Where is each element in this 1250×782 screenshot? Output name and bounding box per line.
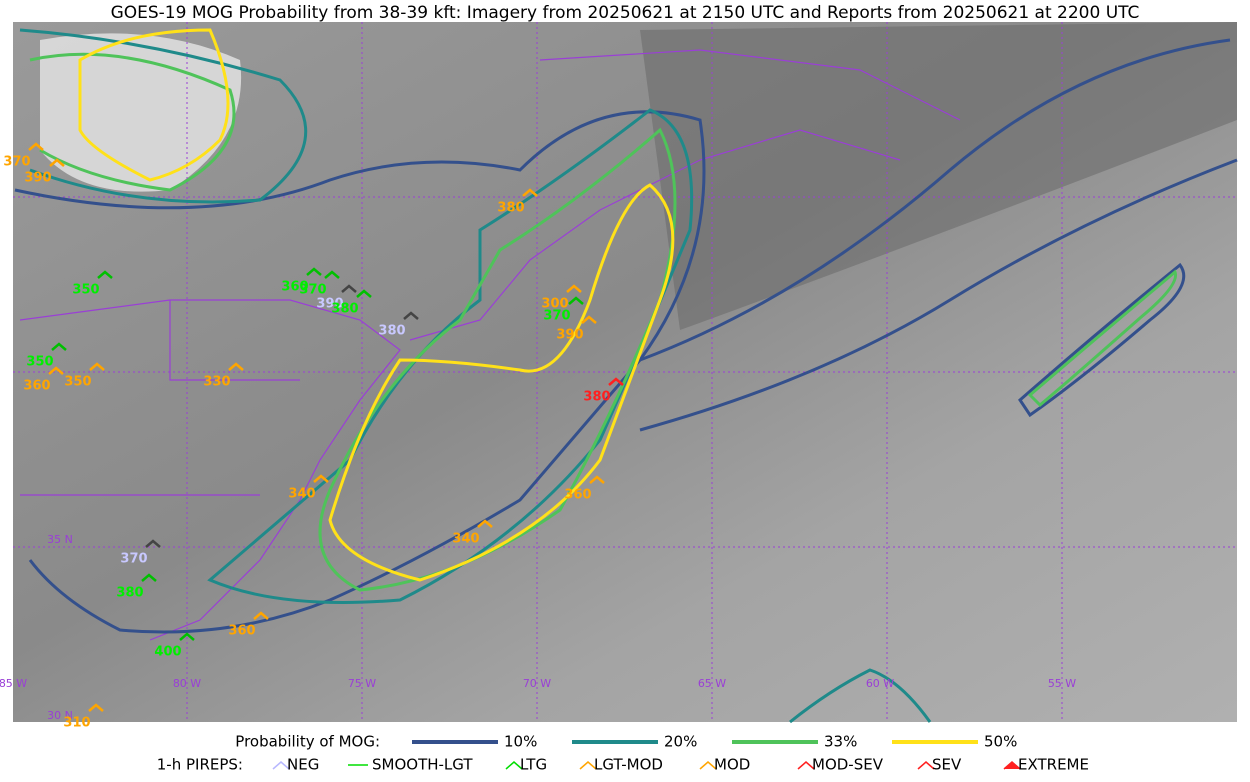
pirep-symbol <box>228 362 244 371</box>
pirep-symbol <box>608 377 624 386</box>
lat-label: 35 N <box>47 533 73 546</box>
pirep-label: 330 <box>203 375 230 390</box>
pirep-symbol <box>477 519 493 528</box>
legend-label: MOD <box>714 756 750 774</box>
lon-label: 85 W <box>0 677 27 690</box>
pirep-label: 340 <box>288 487 315 502</box>
legend-title: 1-h PIREPS: <box>157 756 243 774</box>
pirep-symbol <box>145 539 161 548</box>
pirep-label: 370 <box>299 283 326 298</box>
pirep-symbol <box>88 703 104 712</box>
pirep-label: 380 <box>497 201 524 216</box>
legend-symbol <box>272 761 290 770</box>
pirep-symbol <box>356 289 372 298</box>
legend-symbol <box>579 761 597 770</box>
pirep-label: 390 <box>316 297 343 312</box>
pirep-symbol <box>28 142 44 151</box>
legend-symbol <box>1003 761 1021 770</box>
lon-label: 70 W <box>523 677 551 690</box>
legend-label: NEG <box>287 756 319 774</box>
legend-label: 33% <box>824 733 857 751</box>
lon-label: 65 W <box>698 677 726 690</box>
pirep-symbol <box>341 284 357 293</box>
pirep-label: 380 <box>116 586 143 601</box>
legend-label: SEV <box>932 756 962 774</box>
lon-label: 55 W <box>1048 677 1076 690</box>
legend-label: 20% <box>664 733 697 751</box>
pirep-symbol <box>141 573 157 582</box>
legend-symbol <box>699 761 717 770</box>
legend-symbol <box>797 761 815 770</box>
map: 85 W 80 W 75 W 70 W 65 W 60 W 55 W 35 N 30 N 370… <box>0 22 1238 731</box>
legend-label: EXTREME <box>1018 756 1089 774</box>
pirep-label: 360 <box>23 379 50 394</box>
pirep-symbol <box>581 315 597 324</box>
pirep-symbol <box>49 158 65 167</box>
pirep-label: 350 <box>72 283 99 298</box>
pirep-symbol <box>253 611 269 620</box>
pirep-label: 370 <box>543 309 570 324</box>
pirep-symbol <box>313 474 329 483</box>
pirep-symbol <box>522 188 538 197</box>
pirep-symbol <box>324 270 340 279</box>
pirep-label: 360 <box>564 488 591 503</box>
legend-label: SMOOTH-LGT <box>372 756 473 774</box>
pirep-symbol <box>403 311 419 320</box>
pirep-label: 360 <box>281 280 308 295</box>
pirep-label: 380 <box>583 390 610 405</box>
pirep-symbol <box>97 270 113 279</box>
pirep-label: 350 <box>64 375 91 390</box>
legend-title: Probability of MOG: <box>235 733 380 751</box>
pirep-label: 360 <box>228 624 255 639</box>
lat-label: 30 N <box>47 709 73 722</box>
pirep-label: 380 <box>331 302 358 317</box>
pirep-symbol <box>89 362 105 371</box>
legend-symbol <box>917 761 935 770</box>
pirep-label: 370 <box>3 155 30 170</box>
legend-symbol <box>505 761 523 770</box>
title: GOES-19 MOG Probability from 38-39 kft: … <box>111 3 1140 23</box>
legend-label: 10% <box>504 733 537 751</box>
coastlines <box>19 49 961 641</box>
legend: Probability of MOG: 1-h PIREPS: 10% 20% 33… <box>157 733 1089 774</box>
axis-labels: 85 W 80 W 75 W 70 W 65 W 60 W 55 W 35 N 30 N <box>0 533 1076 722</box>
pirep-label: 310 <box>63 716 90 731</box>
lon-label: 75 W <box>348 677 376 690</box>
lon-label: 60 W <box>866 677 894 690</box>
pirep-label: 400 <box>154 645 181 660</box>
pirep-label: 340 <box>452 532 479 547</box>
pirep-label: 370 <box>120 552 147 567</box>
pirep-label: 390 <box>556 328 583 343</box>
dry-slot <box>640 22 1237 330</box>
pirep-symbol <box>51 342 67 351</box>
legend-label: LTG <box>520 756 547 774</box>
pirep-label: 350 <box>26 355 53 370</box>
pirep-symbol <box>306 267 322 276</box>
legend-label: LGT-MOD <box>594 756 663 774</box>
legend-label: 50% <box>984 733 1017 751</box>
pirep-symbol <box>179 632 195 641</box>
legend-label: MOD-SEV <box>812 756 884 774</box>
pirep-label: 390 <box>24 171 51 186</box>
lon-label: 80 W <box>173 677 201 690</box>
pirep-symbol <box>566 284 582 293</box>
contours <box>14 28 1238 724</box>
pirep-symbol <box>589 475 605 484</box>
pirep-symbol <box>568 296 584 305</box>
pirep-label: 380 <box>378 324 405 339</box>
pirep-symbol <box>48 366 64 375</box>
pirep-label: 300 <box>541 297 568 312</box>
